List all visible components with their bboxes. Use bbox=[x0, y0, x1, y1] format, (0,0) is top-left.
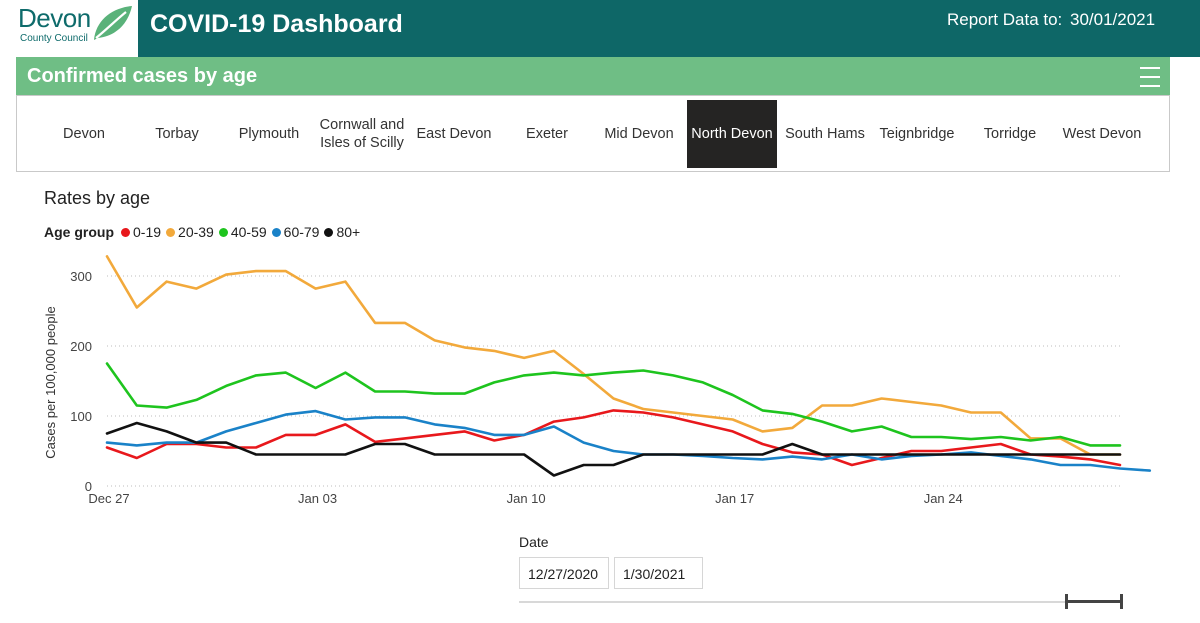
section-bar: Confirmed cases by age bbox=[16, 57, 1170, 95]
legend-title: Age group bbox=[44, 224, 114, 240]
date-start-input[interactable]: 12/27/2020 bbox=[519, 557, 609, 589]
x-tick-label: Jan 03 bbox=[298, 491, 337, 506]
legend-dot bbox=[271, 227, 281, 237]
date-slider-range bbox=[1067, 600, 1123, 603]
legend-item[interactable]: 60-79 bbox=[271, 224, 320, 240]
legend-label: 0-19 bbox=[133, 224, 162, 240]
tab-west-devon[interactable]: West Devon bbox=[1062, 126, 1142, 142]
chart-legend: Age group 0-19 20-39 40-59 60-79 80+ bbox=[44, 223, 365, 241]
series-line-20-39 bbox=[105, 255, 1122, 456]
legend-item[interactable]: 40-59 bbox=[218, 224, 267, 240]
section-title: Confirmed cases by age bbox=[27, 65, 258, 87]
dashboard-title: COVID-19 Dashboard bbox=[150, 10, 403, 38]
legend-label: 40-59 bbox=[230, 224, 267, 240]
date-slider-end-handle[interactable] bbox=[1120, 594, 1123, 609]
legend-item[interactable]: 80+ bbox=[324, 224, 360, 240]
tab-torridge[interactable]: Torridge bbox=[983, 126, 1037, 142]
legend-dot bbox=[324, 227, 334, 237]
x-tick-label: Jan 10 bbox=[507, 491, 546, 506]
legend-dot bbox=[166, 227, 176, 237]
legend-dot bbox=[121, 227, 130, 237]
report-data-label: Report Data to: bbox=[947, 10, 1063, 29]
x-tick-label: Jan 17 bbox=[715, 491, 754, 506]
tab-mid-devon[interactable]: Mid Devon bbox=[604, 126, 674, 142]
tab-devon[interactable]: Devon bbox=[63, 126, 105, 142]
date-slider-track[interactable] bbox=[519, 601, 1123, 603]
date-slicer-label: Date bbox=[519, 534, 549, 550]
legend-label: 60-79 bbox=[283, 224, 320, 240]
tab-teignbridge[interactable]: Teignbridge bbox=[879, 126, 955, 142]
legend-label: 80+ bbox=[336, 224, 361, 240]
series-line-40-59 bbox=[105, 362, 1122, 447]
legend-item[interactable]: 20-39 bbox=[166, 224, 214, 240]
y-axis-label: Cases per 100,000 people bbox=[43, 306, 58, 459]
x-tick-label: Jan 24 bbox=[924, 491, 963, 506]
y-tick-label: 0 bbox=[85, 479, 92, 494]
series-line-60-79 bbox=[105, 409, 1152, 472]
y-tick-label: 300 bbox=[70, 269, 92, 284]
legend-label: 20-39 bbox=[178, 224, 214, 240]
tab-north-devon[interactable]: North Devon bbox=[687, 100, 777, 168]
tab-plymouth[interactable]: Plymouth bbox=[238, 126, 300, 142]
tab-east-devon[interactable]: East Devon bbox=[416, 126, 492, 142]
y-tick-label: 100 bbox=[70, 409, 92, 424]
series-line-80+ bbox=[105, 421, 1122, 477]
area-tabs: Devon Torbay Plymouth Cornwall and Isles… bbox=[16, 95, 1170, 172]
menu-icon[interactable] bbox=[1140, 66, 1162, 88]
report-date: 30/01/2021 bbox=[1070, 10, 1156, 29]
y-tick-label: 200 bbox=[70, 339, 92, 354]
tab-exeter[interactable]: Exeter bbox=[526, 126, 568, 142]
logo: Devon County Council bbox=[0, 0, 138, 57]
line-chart: 0 100 200 300 Dec 27 Jan 03 Jan 10 Jan 17 Jan 24… bbox=[43, 255, 1152, 506]
chart-title: Rates by age bbox=[44, 188, 151, 208]
logo-word: Devon bbox=[18, 3, 91, 33]
date-end-input[interactable]: 1/30/2021 bbox=[614, 557, 703, 589]
date-slider-start-handle[interactable] bbox=[1065, 594, 1068, 609]
x-tick-label: Dec 27 bbox=[88, 491, 129, 506]
series-line-0-19 bbox=[105, 409, 1122, 467]
legend-dot bbox=[218, 227, 228, 237]
logo-subtitle: County Council bbox=[20, 33, 88, 44]
leaf-icon bbox=[94, 6, 132, 40]
legend-item[interactable]: 0-19 bbox=[121, 224, 161, 240]
tab-south-hams[interactable]: South Hams bbox=[785, 126, 865, 142]
tab-torbay[interactable]: Torbay bbox=[155, 126, 199, 142]
tab-cornwall[interactable]: Cornwall and Isles of Scilly bbox=[319, 117, 405, 151]
header-bar: Devon County Council COVID-19 Dashboard … bbox=[0, 0, 1200, 57]
